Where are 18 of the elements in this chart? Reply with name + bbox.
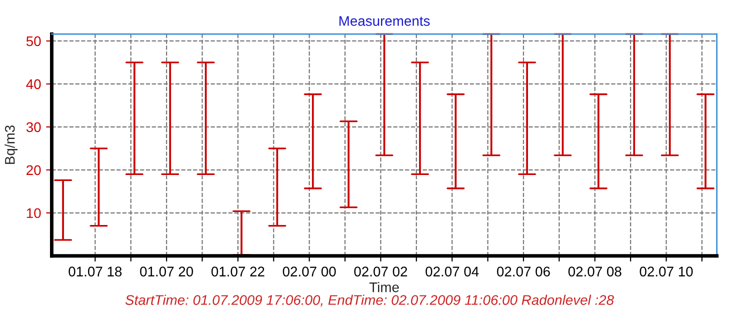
x-tick-label: 02.07 10: [640, 266, 693, 276]
chart-title: Measurements: [339, 16, 430, 26]
x-tick-label: 01.07 22: [211, 266, 264, 276]
y-tick-label: 40: [26, 79, 41, 90]
y-tick-label: 50: [26, 36, 41, 46]
y-tick-label: 10: [26, 208, 41, 218]
x-tick-label: 02.07 06: [497, 266, 550, 276]
text: StartTime: 01.07.2009 17:06:00, EndTime: 02.07.2009 11:06:00 Radonlevel :28: [125, 294, 614, 307]
x-tick-label: 02.07 02: [354, 266, 408, 276]
y-tick-label: 30: [26, 122, 41, 132]
x-tick-label: 01.07 20: [140, 266, 194, 276]
x-tick-label: 02.07 00: [282, 266, 336, 276]
x-tick-label: 01.07 18: [68, 266, 122, 276]
y-tick-label: 20: [26, 165, 41, 176]
x-axis-title: Time: [369, 282, 399, 292]
y-axis-title: Bq/m3: [4, 126, 18, 164]
x-tick-label: 02.07 08: [568, 266, 622, 276]
x-tick-label: 02.07 04: [426, 266, 479, 276]
